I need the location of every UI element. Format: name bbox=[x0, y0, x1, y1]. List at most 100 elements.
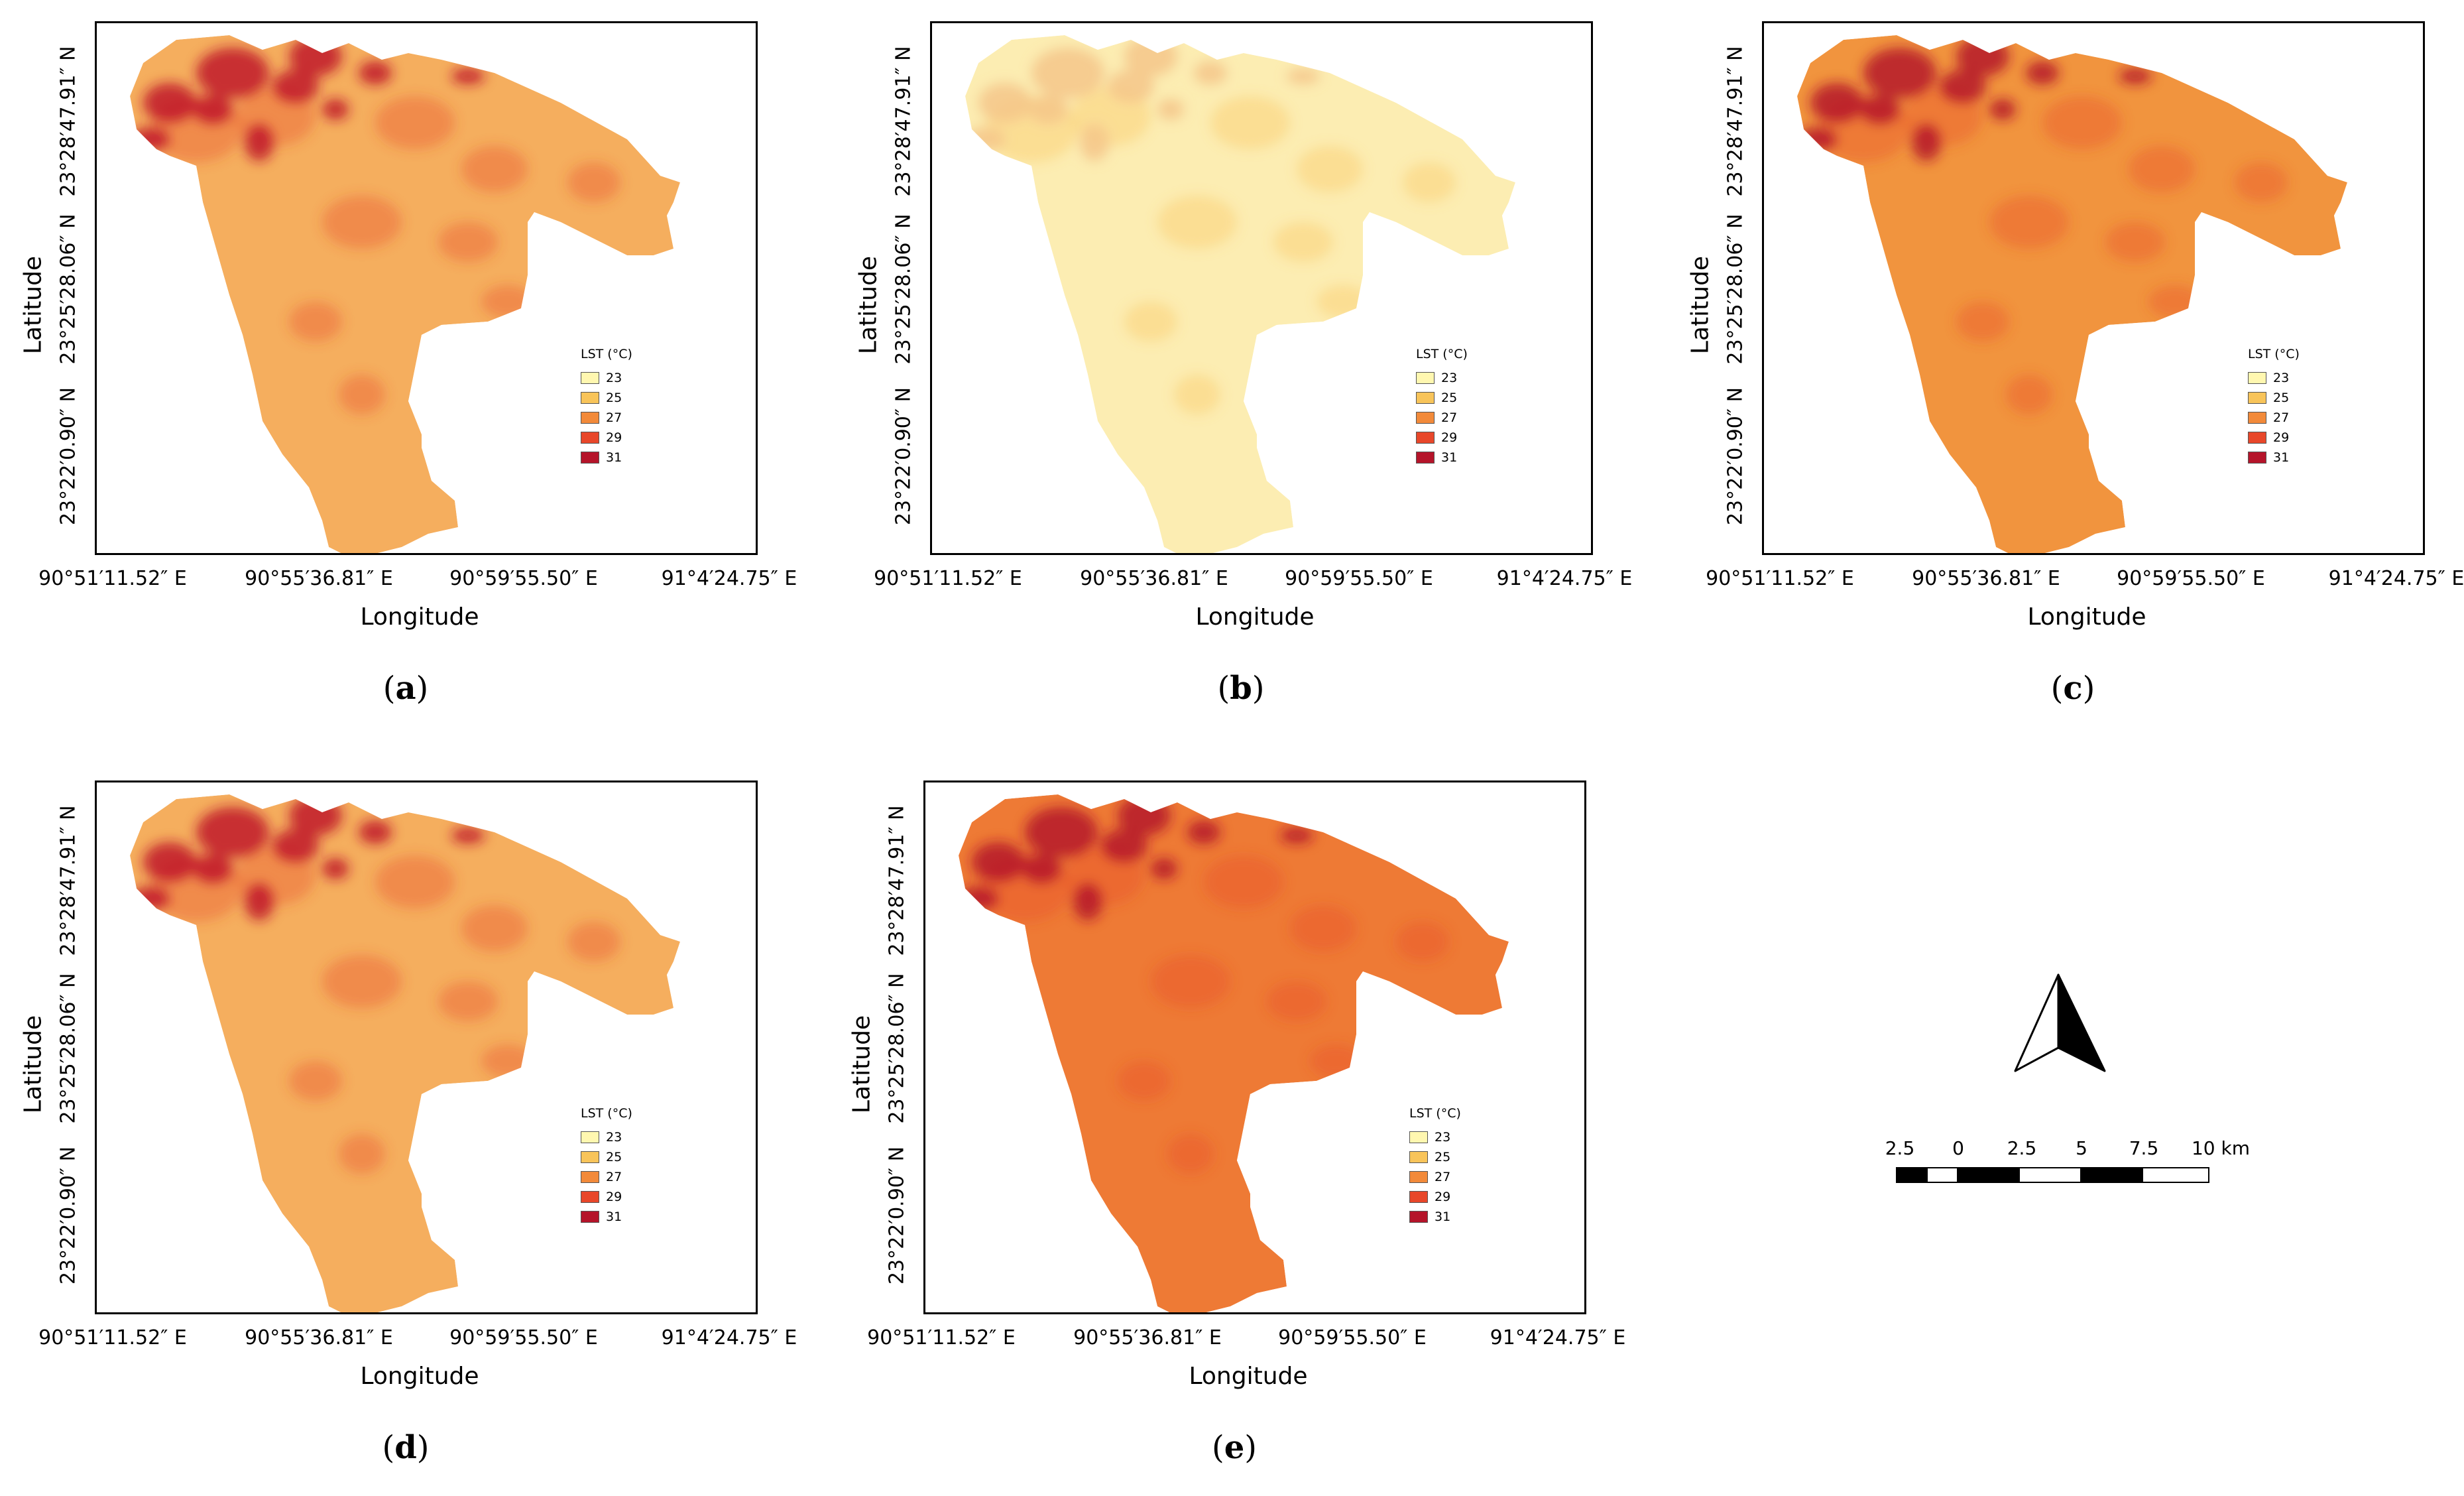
x-tick-label: 91°4′24.75″ E bbox=[2328, 567, 2464, 590]
warm-area bbox=[1290, 905, 1356, 952]
scale-label: 2.5 bbox=[1885, 1137, 1915, 1159]
warm-area bbox=[1151, 955, 1230, 1008]
x-tick-label: 90°55′36.81″ E bbox=[1073, 1326, 1222, 1349]
legend-swatch bbox=[1416, 452, 1435, 464]
temperature-pattern bbox=[130, 36, 620, 414]
legend-label: 25 bbox=[1435, 1150, 1451, 1164]
legend-entry: 23 bbox=[581, 368, 632, 388]
map-frame: LST (°C) 23 25 27 29 31 bbox=[95, 780, 758, 1314]
x-axis-title: Longitude bbox=[360, 1363, 479, 1390]
district-area bbox=[1797, 35, 2347, 553]
warm-area bbox=[2129, 146, 2195, 192]
legend-entry: 31 bbox=[581, 448, 632, 468]
hot-spot bbox=[965, 127, 1005, 151]
legend-label: 23 bbox=[2273, 371, 2290, 385]
x-tick-label: 90°51′11.52″ E bbox=[1706, 567, 1854, 590]
district-area bbox=[959, 794, 1509, 1312]
warm-area bbox=[481, 285, 534, 318]
map-frame: LST (°C) 23 25 27 29 31 bbox=[930, 21, 1593, 555]
warm-area bbox=[322, 955, 402, 1008]
legend-label: 31 bbox=[1435, 1210, 1451, 1224]
district-lst-map bbox=[130, 794, 680, 1312]
hot-spot bbox=[1101, 829, 1147, 862]
hot-spot bbox=[1940, 70, 1986, 103]
legend-swatch bbox=[581, 1191, 599, 1203]
legend-label: 23 bbox=[606, 1130, 622, 1145]
legend-label: 31 bbox=[606, 450, 622, 465]
warm-area bbox=[2006, 375, 2052, 414]
legend-entry: 29 bbox=[581, 428, 632, 448]
x-tick-label: 90°59′55.50″ E bbox=[449, 567, 598, 590]
warm-area bbox=[1174, 375, 1220, 414]
legend-entry: 27 bbox=[581, 408, 632, 428]
legend-swatch bbox=[2248, 452, 2266, 464]
y-axis-title: Latitude bbox=[854, 255, 882, 355]
hot-spot bbox=[322, 99, 349, 120]
hot-spot bbox=[359, 61, 392, 85]
hot-spot bbox=[972, 842, 1025, 882]
hot-spot bbox=[193, 854, 233, 883]
scale-label: 0 bbox=[1952, 1137, 1964, 1159]
hot-spot bbox=[245, 124, 274, 161]
scale-bar-graphic bbox=[1896, 1167, 2209, 1183]
legend-title: LST (°C) bbox=[1409, 1106, 1461, 1121]
y-tick-label: 23°25′28.06″ N bbox=[1724, 214, 1747, 365]
warm-area bbox=[1403, 162, 1456, 202]
warm-area bbox=[1273, 222, 1333, 262]
legend-label: 29 bbox=[2273, 430, 2290, 445]
y-tick-label: 23°28′47.91″ N bbox=[892, 46, 915, 197]
y-axis-title: Latitude bbox=[19, 1015, 47, 1114]
x-tick-label: 90°55′36.81″ E bbox=[245, 567, 393, 590]
legend-swatch bbox=[1409, 1191, 1428, 1203]
map-frame: LST (°C) 23 25 27 29 31 bbox=[923, 780, 1586, 1314]
warm-area bbox=[1167, 1134, 1214, 1174]
legend-swatch bbox=[1409, 1151, 1428, 1163]
hot-spot bbox=[1810, 83, 1863, 123]
y-tick-label: 23°22′0.90″ N bbox=[56, 1146, 80, 1285]
legend-label: 23 bbox=[1435, 1130, 1451, 1145]
legend-label: 31 bbox=[2273, 450, 2290, 465]
hot-spot bbox=[1025, 807, 1098, 857]
district-area bbox=[130, 794, 680, 1312]
hot-spot bbox=[1912, 124, 1941, 161]
map-frame: LST (°C) 23 25 27 29 31 bbox=[1762, 21, 2425, 555]
warm-area bbox=[289, 302, 342, 342]
legend-label: 23 bbox=[1441, 371, 1458, 385]
hot-spot bbox=[978, 83, 1031, 123]
legend-title: LST (°C) bbox=[581, 347, 632, 361]
y-tick-label: 23°28′47.91″ N bbox=[885, 805, 909, 956]
warm-area bbox=[339, 1134, 385, 1174]
y-tick-label: 23°28′47.91″ N bbox=[56, 46, 80, 197]
legend-title: LST (°C) bbox=[2248, 347, 2300, 361]
hot-spot bbox=[1280, 828, 1313, 843]
hot-spot bbox=[143, 842, 196, 882]
y-axis-title: Latitude bbox=[19, 255, 47, 355]
y-tick-label: 23°25′28.06″ N bbox=[56, 214, 80, 365]
legend-swatch bbox=[581, 372, 599, 384]
warm-area bbox=[1317, 285, 1370, 318]
legend-label: 29 bbox=[606, 1190, 622, 1204]
x-tick-label: 90°55′36.81″ E bbox=[1912, 567, 2060, 590]
warm-area bbox=[289, 1061, 342, 1101]
hot-spot bbox=[272, 829, 319, 862]
legend-label: 27 bbox=[606, 410, 622, 425]
hot-spot bbox=[1151, 858, 1177, 879]
panel-label: (d) bbox=[382, 1429, 430, 1466]
legend-swatch bbox=[1416, 412, 1435, 424]
warm-area bbox=[438, 222, 498, 262]
scale-label: 5 bbox=[2076, 1137, 2087, 1159]
legend-label: 29 bbox=[606, 430, 622, 445]
legend-entry: 27 bbox=[1416, 408, 1468, 428]
legend: LST (°C) 23 25 27 29 31 bbox=[2248, 347, 2300, 468]
legend-swatch bbox=[2248, 372, 2266, 384]
hot-spot bbox=[1860, 95, 1900, 124]
legend-entry: 25 bbox=[1409, 1147, 1461, 1167]
x-axis-title: Longitude bbox=[2027, 603, 2146, 631]
legend-entry: 25 bbox=[581, 388, 632, 408]
legend-entry: 25 bbox=[2248, 388, 2300, 408]
legend-entry: 31 bbox=[1416, 448, 1468, 468]
legend-entry: 23 bbox=[1416, 368, 1468, 388]
legend-swatch bbox=[1416, 392, 1435, 404]
hot-spot bbox=[245, 883, 274, 920]
district-shape bbox=[1797, 35, 2347, 553]
